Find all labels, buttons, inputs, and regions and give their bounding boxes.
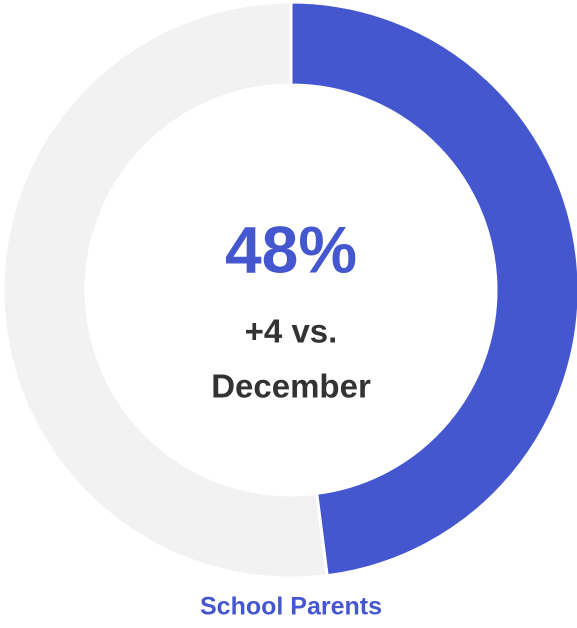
center-annotation: +4 vs. xyxy=(245,313,338,350)
donut-segment xyxy=(1,0,329,580)
center-value: 48% xyxy=(225,212,357,286)
center-annotation: December xyxy=(211,368,371,405)
chart-label: School Parents xyxy=(200,593,382,621)
donut-segment xyxy=(289,0,577,578)
